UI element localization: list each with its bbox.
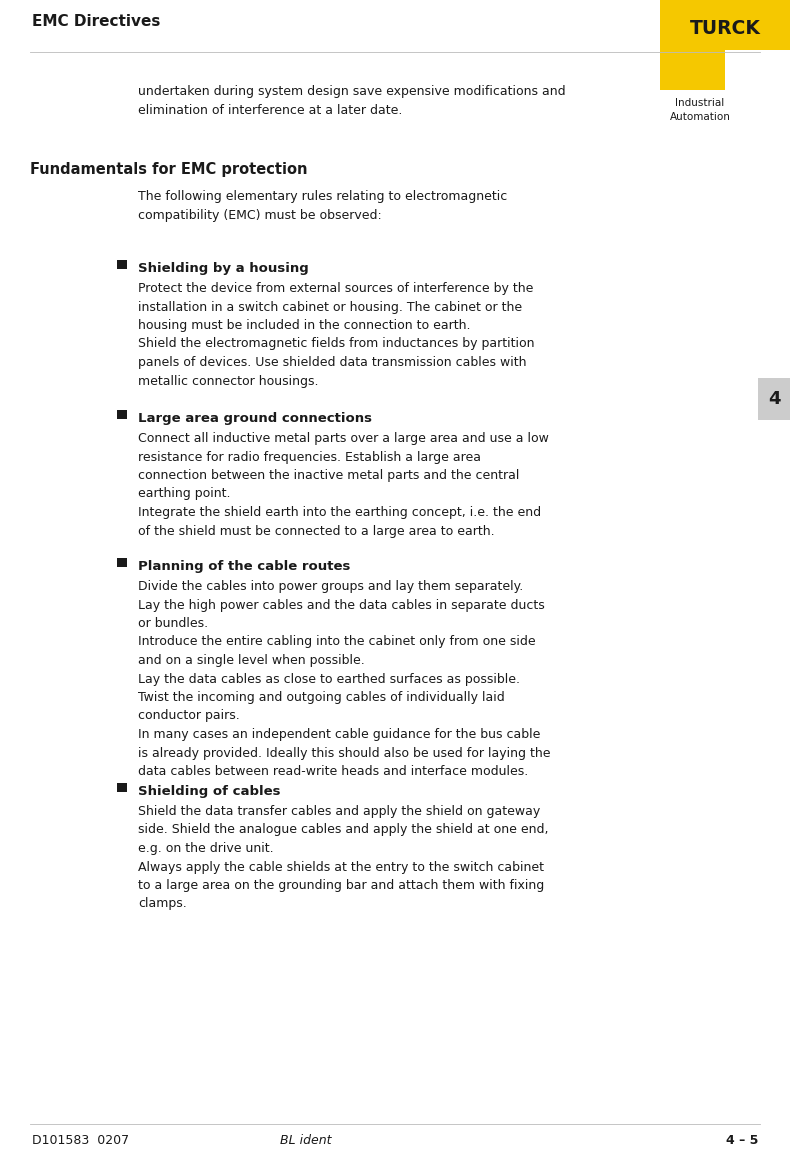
FancyBboxPatch shape — [758, 378, 790, 420]
Text: 4: 4 — [768, 389, 781, 408]
FancyBboxPatch shape — [725, 50, 790, 90]
Text: Shielding of cables: Shielding of cables — [138, 785, 280, 798]
Text: TURCK: TURCK — [690, 19, 761, 37]
FancyBboxPatch shape — [118, 559, 126, 567]
Text: BL ident: BL ident — [280, 1135, 332, 1147]
FancyBboxPatch shape — [660, 0, 790, 90]
Text: Divide the cables into power groups and lay them separately.
Lay the high power : Divide the cables into power groups and … — [138, 580, 551, 778]
Text: Planning of the cable routes: Planning of the cable routes — [138, 560, 351, 573]
Text: Connect all inductive metal parts over a large area and use a low
resistance for: Connect all inductive metal parts over a… — [138, 431, 549, 538]
Text: 4 – 5: 4 – 5 — [726, 1135, 758, 1147]
Text: The following elementary rules relating to electromagnetic
compatibility (EMC) m: The following elementary rules relating … — [138, 190, 507, 222]
FancyBboxPatch shape — [118, 260, 126, 269]
Text: D101583  0207: D101583 0207 — [32, 1135, 129, 1147]
Text: Shielding by a housing: Shielding by a housing — [138, 262, 309, 275]
Text: Large area ground connections: Large area ground connections — [138, 412, 372, 424]
Text: Fundamentals for EMC protection: Fundamentals for EMC protection — [30, 162, 307, 177]
Text: Industrial
Automation: Industrial Automation — [670, 98, 731, 122]
Text: Protect the device from external sources of interference by the
installation in : Protect the device from external sources… — [138, 282, 535, 387]
FancyBboxPatch shape — [118, 410, 126, 420]
Text: EMC Directives: EMC Directives — [32, 14, 160, 29]
Text: Shield the data transfer cables and apply the shield on gateway
side. Shield the: Shield the data transfer cables and appl… — [138, 805, 548, 911]
FancyBboxPatch shape — [118, 784, 126, 792]
Text: undertaken during system design save expensive modifications and
elimination of : undertaken during system design save exp… — [138, 85, 566, 117]
